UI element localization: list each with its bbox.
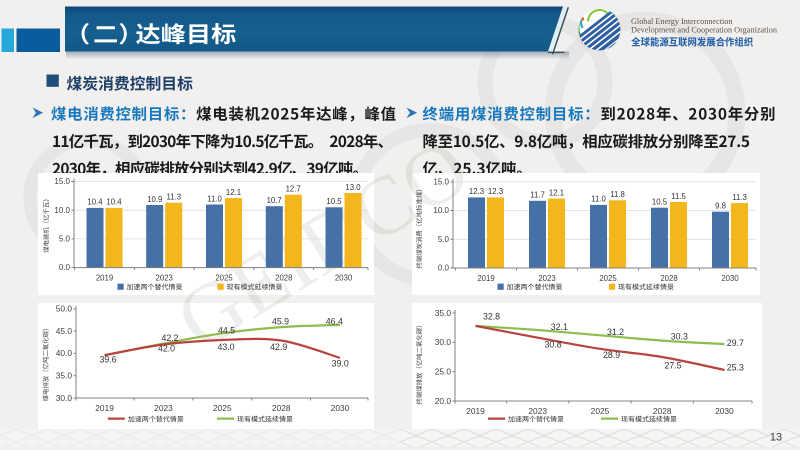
svg-text:12.7: 12.7 bbox=[286, 185, 301, 194]
svg-text:11.8: 11.8 bbox=[610, 190, 625, 199]
svg-text:46.4: 46.4 bbox=[326, 317, 343, 327]
svg-text:9.8: 9.8 bbox=[715, 202, 726, 211]
svg-text:2030: 2030 bbox=[331, 403, 350, 413]
svg-text:2025: 2025 bbox=[213, 403, 232, 413]
svg-text:2030: 2030 bbox=[335, 274, 353, 283]
svg-text:2023: 2023 bbox=[538, 274, 555, 283]
svg-text:2028: 2028 bbox=[272, 403, 291, 413]
svg-text:13.0: 13.0 bbox=[345, 183, 361, 192]
svg-text:2028: 2028 bbox=[653, 406, 672, 416]
svg-text:30.3: 30.3 bbox=[671, 332, 688, 342]
svg-text:10.7: 10.7 bbox=[267, 196, 282, 205]
svg-text:2023: 2023 bbox=[154, 403, 173, 413]
svg-text:13: 13 bbox=[770, 432, 782, 444]
svg-text:Development and Cooperation Or: Development and Cooperation Organization bbox=[631, 25, 778, 35]
svg-text:2019: 2019 bbox=[477, 274, 494, 283]
svg-text:10.4: 10.4 bbox=[106, 198, 122, 207]
svg-text:28.9: 28.9 bbox=[603, 350, 620, 360]
svg-text:11.3: 11.3 bbox=[166, 193, 181, 202]
svg-text:11.0: 11.0 bbox=[591, 195, 606, 204]
svg-text:10.5: 10.5 bbox=[326, 197, 342, 206]
svg-text:45.0: 45.0 bbox=[56, 326, 73, 336]
svg-text:2030: 2030 bbox=[715, 406, 734, 416]
svg-text:30.0: 30.0 bbox=[435, 337, 452, 347]
svg-text:10.5: 10.5 bbox=[652, 198, 668, 207]
svg-text:35.0: 35.0 bbox=[435, 308, 452, 318]
svg-text:10.9: 10.9 bbox=[147, 195, 162, 204]
svg-text:43.0: 43.0 bbox=[217, 342, 234, 352]
svg-text:Global Energy Interconnection: Global Energy Interconnection bbox=[631, 16, 733, 26]
svg-text:11.7: 11.7 bbox=[530, 191, 545, 200]
svg-text:35.0: 35.0 bbox=[56, 371, 73, 381]
svg-text:25.3: 25.3 bbox=[727, 363, 744, 373]
svg-text:15.0: 15.0 bbox=[54, 177, 70, 186]
svg-text:50.0: 50.0 bbox=[56, 304, 73, 314]
svg-text:12.3: 12.3 bbox=[488, 187, 503, 196]
svg-text:2019: 2019 bbox=[95, 403, 114, 413]
svg-text:2023: 2023 bbox=[528, 406, 547, 416]
svg-text:0.0: 0.0 bbox=[438, 264, 450, 273]
svg-text:42.2: 42.2 bbox=[161, 333, 178, 343]
svg-text:29.7: 29.7 bbox=[727, 338, 744, 348]
svg-text:2019: 2019 bbox=[466, 406, 485, 416]
svg-text:10.4: 10.4 bbox=[87, 198, 103, 207]
svg-text:2028: 2028 bbox=[275, 274, 292, 283]
svg-text:44.5: 44.5 bbox=[218, 326, 235, 336]
svg-text:10.0: 10.0 bbox=[433, 206, 449, 215]
svg-text:32.1: 32.1 bbox=[551, 322, 568, 332]
svg-text:15.0: 15.0 bbox=[433, 177, 449, 186]
svg-text:45.9: 45.9 bbox=[272, 317, 289, 327]
svg-text:5.0: 5.0 bbox=[59, 235, 71, 244]
svg-text:2025: 2025 bbox=[591, 406, 610, 416]
svg-text:42.0: 42.0 bbox=[158, 344, 175, 354]
svg-text:30.8: 30.8 bbox=[545, 339, 562, 349]
svg-text:12.1: 12.1 bbox=[549, 188, 564, 197]
svg-text:20.0: 20.0 bbox=[435, 396, 452, 406]
svg-text:30.0: 30.0 bbox=[56, 393, 73, 403]
svg-text:40.0: 40.0 bbox=[56, 348, 73, 358]
svg-text:11.0: 11.0 bbox=[207, 194, 222, 203]
svg-text:0.0: 0.0 bbox=[59, 263, 71, 272]
svg-text:5.0: 5.0 bbox=[438, 235, 450, 244]
svg-text:11.3: 11.3 bbox=[732, 193, 747, 202]
svg-text:2025: 2025 bbox=[599, 274, 617, 283]
svg-text:10.0: 10.0 bbox=[54, 206, 70, 215]
svg-text:11.5: 11.5 bbox=[671, 192, 686, 201]
svg-text:2025: 2025 bbox=[215, 274, 233, 283]
svg-text:39.0: 39.0 bbox=[332, 359, 349, 369]
svg-text:32.8: 32.8 bbox=[483, 312, 500, 322]
svg-text:25.0: 25.0 bbox=[435, 366, 452, 376]
svg-text:39.6: 39.6 bbox=[99, 355, 116, 365]
svg-text:2023: 2023 bbox=[156, 274, 173, 283]
svg-text:31.2: 31.2 bbox=[607, 327, 624, 337]
svg-text:42.9: 42.9 bbox=[270, 342, 287, 352]
svg-text:27.5: 27.5 bbox=[664, 360, 681, 370]
svg-text:2028: 2028 bbox=[660, 274, 677, 283]
svg-text:12.1: 12.1 bbox=[226, 188, 241, 197]
svg-text:2019: 2019 bbox=[96, 274, 113, 283]
svg-text:2030: 2030 bbox=[721, 274, 739, 283]
svg-text:12.3: 12.3 bbox=[469, 187, 484, 196]
